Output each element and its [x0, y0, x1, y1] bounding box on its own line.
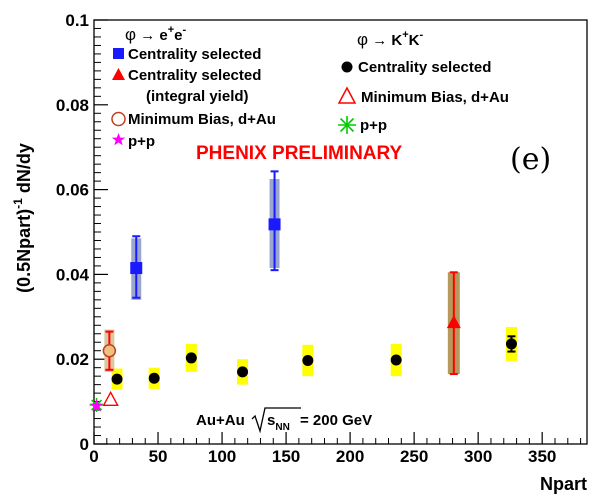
y-tick-label: 0.02 [56, 350, 89, 369]
legend-ee-integral-label-2: (integral yield) [146, 88, 249, 105]
panel-label: (e) [510, 142, 551, 177]
x-tick-label: 350 [528, 447, 556, 466]
kk-centrality-point [111, 373, 123, 385]
y-axis-title-tail: dN/dy [14, 143, 34, 198]
x-tick-label: 0 [89, 447, 98, 466]
ee-minbias-point [102, 343, 117, 358]
kk-centrality-point [237, 366, 249, 378]
legend-ee-centrality-marker [113, 48, 124, 59]
x-tick-label: 300 [464, 447, 492, 466]
kk-centrality-point [390, 354, 402, 366]
legend-ee-sup2: - [183, 24, 187, 36]
data-marks [89, 170, 517, 412]
legend-kk-phi: φ [357, 30, 368, 49]
legend-ee-integral-marker [112, 68, 125, 80]
legend-ee: φ → e+e- Centrality selected Centrality … [111, 24, 276, 150]
system-label-text: Au+Au [196, 412, 245, 429]
legend-kk-arrow: → K [368, 32, 402, 49]
legend-ee-integral-label: Centrality selected [128, 67, 261, 84]
x-axis: 0 50 100 150 200 250 300 350 [89, 432, 582, 466]
legend-ee-centrality-label: Centrality selected [128, 46, 261, 63]
legend-kk-pp-label: p+p [360, 117, 387, 134]
legend-ee-phi: φ [125, 25, 136, 44]
y-tick-label: 0.08 [56, 96, 89, 115]
ee-centrality-point [268, 218, 281, 231]
y-tick-label: 0.04 [56, 265, 90, 284]
sqrt-s: sNN [267, 412, 290, 433]
kk-centrality-point [302, 354, 314, 366]
legend-kk-centrality-marker [341, 61, 353, 73]
preliminary-label: PHENIX PRELIMINARY [196, 143, 403, 164]
ee-pp-point [89, 398, 104, 412]
y-tick-label: 0.06 [56, 181, 89, 200]
ee-integral-point [446, 315, 461, 329]
y-axis: 0 0.02 0.04 0.06 0.08 0.1 [56, 11, 108, 454]
legend-ee-sup1: + [168, 24, 174, 36]
legend-ee-mid: e [174, 27, 182, 44]
system-label: Au+Au sNN = 200 GeV [196, 407, 372, 434]
kk-centrality-point [185, 352, 197, 364]
legend-ee-pp-marker [111, 133, 126, 146]
y-axis-title-main: (0.5Npart) [14, 209, 34, 293]
y-axis-title: (0.5Npart)-1 dN/dy [11, 143, 34, 293]
y-tick-label: 0.1 [65, 11, 89, 30]
legend-kk: φ → K+K- Centrality selected Minimum Bia… [337, 29, 509, 134]
legend-ee-arrow: → e [136, 27, 168, 44]
legend-kk-minbias-marker [337, 86, 357, 104]
y-axis-title-sup: -1 [11, 198, 25, 209]
x-tick-label: 200 [336, 447, 364, 466]
kk-minbias-point [102, 390, 119, 407]
x-axis-title: Npart [540, 474, 587, 494]
legend-kk-pp-marker [338, 116, 356, 134]
legend-kk-sup1: + [402, 29, 408, 41]
sqrt-s-sub: NN [275, 422, 289, 433]
y-tick-label: 0 [80, 435, 89, 454]
x-tick-label: 100 [208, 447, 236, 466]
kk-centrality-point [505, 338, 517, 350]
legend-ee-minbias-label: Minimum Bias, d+Au [128, 111, 276, 128]
ee-centrality-point [130, 262, 143, 275]
x-tick-label: 150 [272, 447, 300, 466]
legend-kk-header: φ → K+K- [357, 29, 423, 49]
sqrt-s-main: s [267, 412, 275, 429]
sqrt-sign [251, 407, 301, 434]
energy-label: = 200 GeV [300, 412, 372, 429]
legend-kk-sup2: - [419, 29, 423, 41]
legend-kk-mid: K [409, 32, 420, 49]
kk-centrality-point [148, 372, 160, 384]
legend-ee-pp-label: p+p [128, 133, 155, 150]
legend-kk-minbias-label: Minimum Bias, d+Au [361, 89, 509, 106]
x-tick-label: 50 [149, 447, 168, 466]
legend-ee-minbias-marker [111, 111, 126, 127]
x-tick-label: 250 [400, 447, 428, 466]
legend-ee-header: φ → e+e- [125, 24, 187, 44]
legend-kk-centrality-label: Centrality selected [358, 59, 491, 76]
